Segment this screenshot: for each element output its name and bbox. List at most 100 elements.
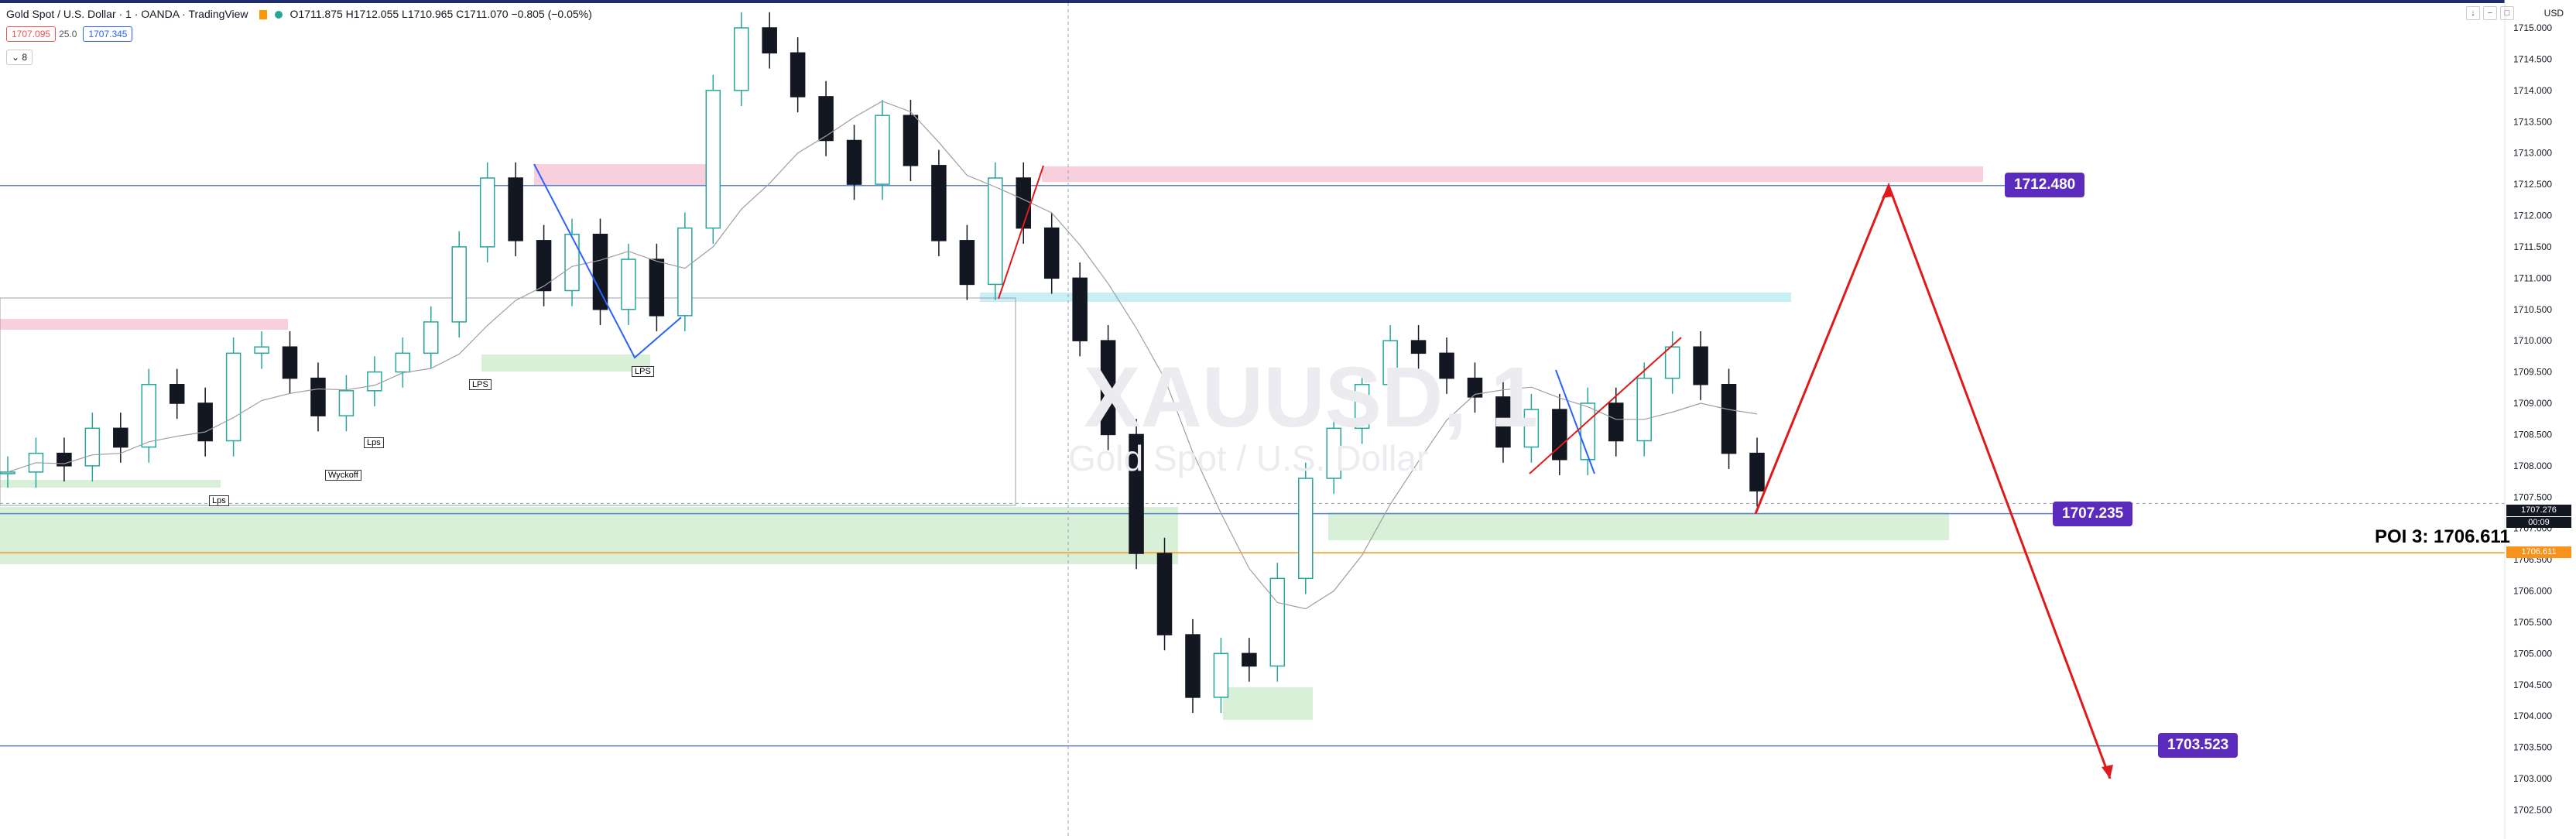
indicators-toggle[interactable]: ⌄ 8 [6,50,33,65]
price-tick-label: 1705.000 [2513,648,2552,659]
indicator-count: 8 [22,52,28,63]
candle-body [846,139,862,185]
candle-body [423,321,439,354]
candle-body [1298,478,1314,580]
candle-body [875,115,890,185]
candle-body [1129,433,1144,554]
currency-label[interactable]: USD [2543,8,2564,19]
candle-body [1072,277,1088,341]
candle-body [479,177,495,248]
candles-layer [0,12,1765,714]
price-tick-label: 1710.500 [2513,304,2552,315]
poi-label: POI 3: 1706.611 [2375,526,2510,547]
current-price-tag: 1707.276 [2506,505,2571,516]
lps-label: LPS [469,379,492,390]
cyan-zone [980,293,1791,302]
wyckoff-label: Wyckoff [325,470,361,481]
candle-body [1749,452,1765,491]
candle-body [1382,340,1398,385]
candle-body [621,259,636,310]
candle-body [169,384,185,404]
candle-body [762,27,777,54]
demand-zone [1223,687,1313,720]
candle-body [84,427,101,467]
supply-zone [534,164,718,186]
price-axis: 1715.000 1714.500 1714.000 1713.500 1713.000… [2504,0,2576,839]
trend-line [1529,337,1682,474]
candle-body [733,27,749,91]
price-tick-label: 1708.000 [2513,461,2552,471]
demand-zone [1328,512,1949,540]
arrow-head-up [1882,185,1894,198]
minimize-icon[interactable]: − [2483,6,2497,20]
candle-body [1213,652,1229,698]
lps-label: Lps [209,495,229,506]
candle-body [649,259,665,317]
sell-button[interactable]: 1707.095 [6,26,57,42]
arrow-down-icon[interactable]: ↓ [2466,6,2480,20]
candle-body [508,177,523,241]
price-tick-label: 1713.500 [2513,116,2552,127]
candle-body [1185,634,1201,698]
price-tick-label: 1709.000 [2513,398,2552,409]
candle-body [451,246,467,323]
candle-body [1016,177,1032,229]
demand-zone [481,354,650,372]
price-tick-label: 1713.000 [2513,148,2552,159]
price-tick-label: 1707.500 [2513,491,2552,502]
candle-body [1608,402,1624,442]
candle-body [0,471,15,474]
lps-label: Lps [364,437,384,448]
price-tick-label: 1704.500 [2513,680,2552,690]
candle-body [367,371,382,392]
price-tick-label: 1715.000 [2513,22,2552,33]
candle-body [282,346,298,379]
candle-body [818,96,834,142]
top-border [0,0,2576,3]
candle-body [1495,396,1511,448]
price-tick-label: 1712.500 [2513,179,2552,190]
level-label-mid[interactable]: 1707.235 [2053,502,2133,526]
maximize-icon[interactable]: □ [2500,6,2514,20]
price-tick-label: 1711.000 [2513,272,2551,283]
candle-body [1043,227,1060,279]
candle-body [1664,346,1680,379]
candle-body [1439,352,1454,379]
level-label-high[interactable]: 1712.480 [2005,173,2085,197]
price-tick-label: 1714.500 [2513,53,2552,64]
candle-body [1721,384,1737,454]
candle-body [1636,377,1652,442]
candle-body [959,240,975,286]
candle-body [1693,346,1708,385]
candle-body [1100,340,1116,436]
flag-icon[interactable] [259,10,267,20]
price-tick-label: 1714.000 [2513,85,2552,96]
trend-line [1555,369,1595,474]
level-label-low[interactable]: 1703.523 [2158,733,2239,758]
buy-button[interactable]: 1707.345 [83,26,133,42]
watermark-symbol: XAUUSD, 1 [1084,350,1538,445]
candle-body [254,346,269,354]
symbol-title[interactable]: Gold Spot / U.S. Dollar · 1 · OANDA · Tr… [6,8,248,20]
candle-body [1354,384,1370,430]
price-tick-label: 1704.000 [2513,711,2552,721]
candle-body [705,90,721,229]
price-tick-label: 1705.500 [2513,617,2552,628]
candle-body [1269,577,1286,667]
supply-zone [0,319,288,330]
candle-body [113,427,128,448]
zone-layer [0,164,1983,720]
candle-body [903,115,919,166]
ohlc-values: O1711.875 H1712.055 L1710.965 C1711.070 … [289,8,592,20]
candle-body [1523,409,1540,448]
price-tick-label: 1703.000 [2513,773,2552,784]
price-tick-label: 1710.000 [2513,335,2552,346]
price-tick-label: 1702.500 [2513,804,2552,815]
range-box [0,297,1016,506]
market-status-icon [274,11,283,19]
candle-body [338,390,355,416]
trade-buttons: 1707.095 25.0 1707.345 [6,26,135,42]
candle-body [1326,427,1341,479]
moving-average-line [7,101,1758,610]
